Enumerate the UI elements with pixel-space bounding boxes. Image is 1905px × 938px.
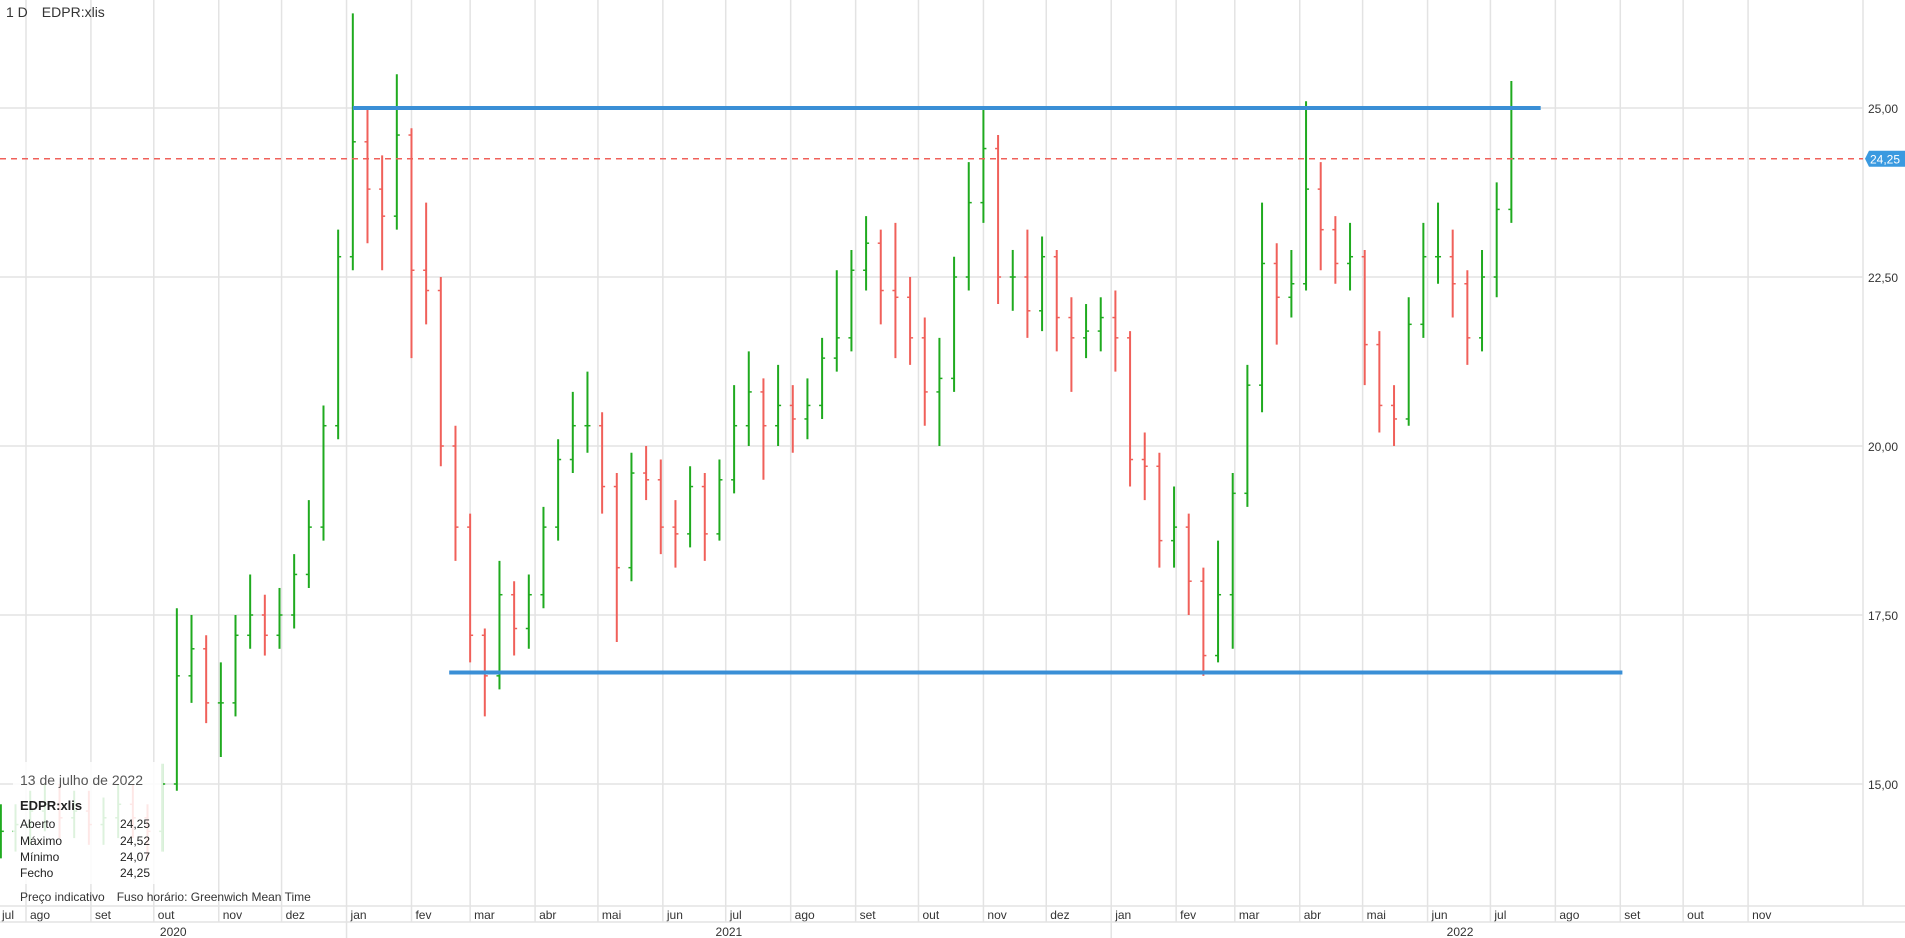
info-row-open: Aberto 24,25 [20, 817, 150, 833]
last-price-badge [1865, 150, 1905, 167]
x-tick-label: fev [1180, 908, 1196, 922]
info-label: Máximo [20, 834, 63, 848]
x-tick-label: jun [1431, 908, 1448, 922]
x-tick-label: ago [795, 908, 815, 922]
x-tick-label: mai [602, 908, 621, 922]
x-tick-label: set [860, 908, 877, 922]
info-row-high: Máximo 24,52 [20, 834, 150, 850]
x-tick-label: abr [1304, 908, 1321, 922]
x-tick-label: out [922, 908, 939, 922]
indicative-price-note: Preço indicativo [20, 890, 105, 904]
x-tick-label: dez [286, 908, 305, 922]
info-row-close: Fecho 24,25 [20, 866, 150, 882]
chart-footer: Preço indicativo Fuso horário: Greenwich … [20, 890, 323, 904]
info-value: 24,52 [119, 834, 150, 848]
x-tick-label: out [158, 908, 175, 922]
timezone-note: Fuso horário: Greenwich Mean Time [116, 890, 311, 904]
y-tick-label: 15,00 [1868, 778, 1898, 792]
info-value: 24,07 [119, 850, 150, 864]
x-tick-label: jul [1493, 908, 1506, 922]
year-label: 2021 [716, 925, 743, 938]
info-date: 13 de julho de 2022 [20, 772, 143, 788]
x-tick-label: set [95, 908, 112, 922]
x-tick-label: mai [1367, 908, 1386, 922]
x-tick-label: jul [1, 908, 14, 922]
year-label: 2022 [1447, 925, 1474, 938]
x-tick-label: out [1687, 908, 1704, 922]
info-label: Aberto [20, 817, 56, 831]
y-tick-label: 25,00 [1868, 102, 1898, 116]
y-tick-label: 17,50 [1868, 609, 1898, 623]
info-row-low: Mínimo 24,07 [20, 850, 150, 866]
x-tick-label: mar [1239, 908, 1260, 922]
x-tick-label: jul [729, 908, 742, 922]
interval-label[interactable]: 1 D [6, 4, 28, 20]
last-price-label: 24,25 [1870, 153, 1900, 167]
ohlc-info-box: 13 de julho de 2022 EDPR:xlis Aberto 24,2… [13, 762, 163, 884]
x-tick-label: abr [539, 908, 556, 922]
y-tick-label: 20,00 [1868, 440, 1898, 454]
info-label: Mínimo [20, 850, 60, 864]
x-tick-label: jun [666, 908, 683, 922]
y-tick-label: 22,50 [1868, 271, 1898, 285]
symbol-label[interactable]: EDPR:xlis [41, 4, 105, 20]
info-value: 24,25 [119, 866, 150, 880]
x-tick-label: jan [1114, 908, 1131, 922]
x-tick-label: jan [350, 908, 367, 922]
x-tick-label: ago [1559, 908, 1579, 922]
x-tick-label: set [1624, 908, 1641, 922]
x-tick-label: ago [30, 908, 50, 922]
info-label: Fecho [20, 866, 54, 880]
x-tick-label: fev [415, 908, 431, 922]
info-value: 24,25 [119, 817, 150, 831]
chart-header: 1 D EDPR:xlis [6, 4, 119, 20]
x-tick-label: nov [223, 908, 242, 922]
info-symbol: EDPR:xlis [20, 798, 83, 813]
x-tick-label: mar [474, 908, 495, 922]
x-tick-label: nov [1752, 908, 1771, 922]
x-tick-label: nov [987, 908, 1006, 922]
year-label: 2020 [160, 925, 187, 938]
x-tick-label: dez [1050, 908, 1069, 922]
